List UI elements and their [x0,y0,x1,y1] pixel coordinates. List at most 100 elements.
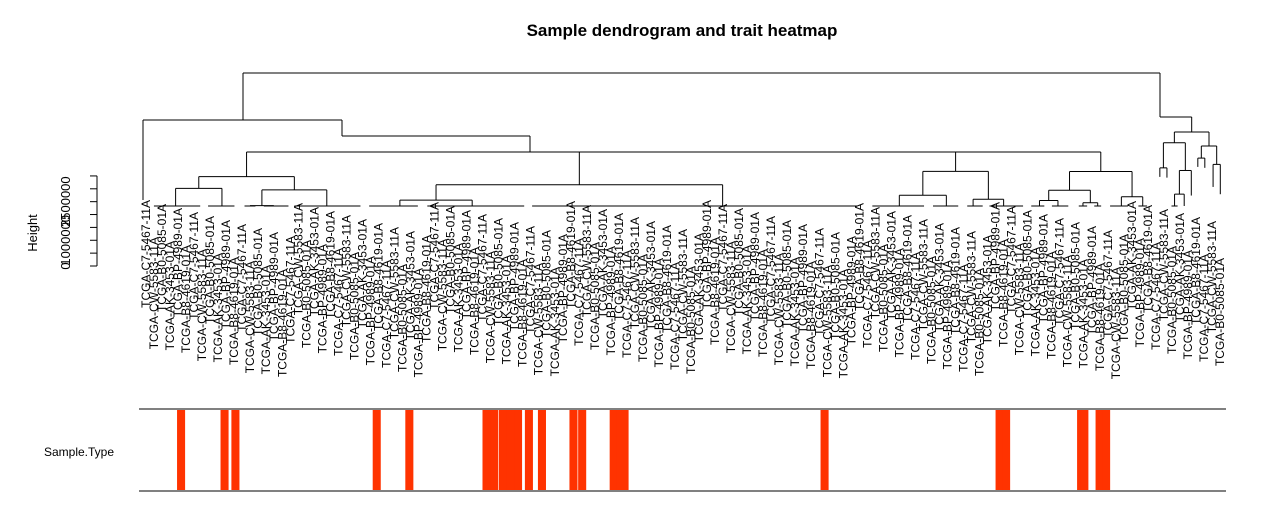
leaf-label: TCGA-CW-5583-11A [243,261,257,373]
heatmap-cell-normal [620,410,629,490]
leaf-label: TCGA-CW-5583-11A [628,217,642,329]
leaf-labels: TCGA-C7-5467-11ATCGA-CW-5583-11ATCGA-B0-… [139,200,1227,379]
leaf-label: TCGA-B8-4619-01A [564,201,578,309]
leaf-label: TCGA-B0-5085-01A [780,220,794,328]
heatmap-cell-normal [578,410,587,490]
leaf-label: TCGA-AK-3453-01A [355,219,369,328]
leaf-label: TCGA-AK-3453-01A [1077,259,1091,368]
leaf-label: TCGA-B0-5085-01A [299,240,313,348]
leaf-label: TCGA-CW-5583-11A [1109,267,1123,379]
leaf-label: TCGA-C7-5467-11A [908,252,922,360]
heatmap-cell-normal [509,410,518,490]
leaf-label: TCGA-CW-5583-11A [147,237,161,349]
heatmap-cell-normal [482,410,491,490]
leaf-label: TCGA-AK-3453-01A [644,221,658,330]
leaf-label: TCGA-C7-5467-11A [331,248,345,356]
leaf-label: TCGA-CW-5583-11A [868,207,882,319]
leaf-label: TCGA-B8-4619-01A [756,249,770,357]
heatmap-cell-normal [405,410,414,490]
leaf-label: TCGA-B8-4619-01A [1045,251,1059,359]
leaf-label: TCGA-B0-5085-01A [203,216,217,324]
heatmap-cell-normal [569,410,578,490]
leaf-label: TCGA-CW-5583-11A [291,203,305,315]
leaf-label: TCGA-C7-5467-11A [283,236,297,344]
heatmap-cell-normal [231,410,240,490]
leaf-label: TCGA-AK-3453-01A [836,269,850,378]
heatmap-cell-normal [220,410,229,490]
leaf-label: TCGA-B8-4619-01A [660,225,674,333]
leaf-label: TCGA-B0-5085-01A [444,206,458,314]
leaf-label: TCGA-CW-5583-11A [676,229,690,341]
leaf-label: TCGA-AK-3453-01A [884,211,898,320]
leaf-label: TCGA-AK-3453-01A [211,253,225,362]
leaf-label: TCGA-AK-3453-01A [740,245,754,354]
leaf-label: TCGA-B0-5085-01A [540,230,554,338]
leaf-label: TCGA-B8-4619-01A [1141,205,1155,313]
leaf-label: TCGA-BP-4989-01A [556,234,570,343]
leaf-label: TCGA-BP-4989-01A [1037,214,1051,323]
leaf-label: TCGA-BP-4989-01A [748,212,762,321]
leaf-label: TCGA-B0-5085-01A [1021,210,1035,318]
leaf-label: TCGA-AK-3453-01A [981,235,995,344]
leaf-label: TCGA-C7-5467-11A [1197,254,1211,362]
leaf-label: TCGA-C7-5467-11A [139,200,153,308]
heatmap-cell-normal [514,410,523,490]
leaf-label: TCGA-B8-4619-01A [804,261,818,369]
leaf-label: TCGA-C7-5467-11A [187,212,201,320]
leaf-label: TCGA-CW-5583-11A [916,219,930,331]
leaf-label: TCGA-B0-5085-01A [1213,258,1227,366]
leaf-label: TCGA-B0-5085-01A [155,204,169,312]
leaf-label: TCGA-CW-5583-11A [820,265,834,377]
leaf-label: TCGA-CW-5583-11A [1157,209,1171,321]
leaf-label: TCGA-AK-3453-01A [259,265,273,374]
heatmap-cell-normal [498,410,507,490]
leaf-label: TCGA-B8-4619-01A [852,203,866,311]
leaf-label: TCGA-BP-4989-01A [219,220,233,329]
leaf-label: TCGA-B8-4619-01A [997,239,1011,347]
leaf-label: TCGA-C7-5467-11A [476,214,490,322]
heatmap-cell-normal [524,410,533,490]
leaf-label: TCGA-C7-5467-11A [668,262,682,370]
leaf-label: TCGA-AK-3453-01A [163,241,177,350]
leaf-label: TCGA-C7-5467-11A [764,216,778,324]
leaf-label: TCGA-B0-5085-01A [347,252,361,360]
leaf-label: TCGA-C7-5467-11A [1149,242,1163,350]
leaf-label: TCGA-C7-5467-11A [572,238,586,346]
leaf-label: TCGA-B0-5085-01A [251,228,265,336]
leaf-label: TCGA-B0-5085-01A [924,256,938,364]
leaf-label: TCGA-AK-3453-01A [307,207,321,316]
leaf-label: TCGA-BP-4989-01A [652,258,666,367]
heatmap-cell-normal [177,410,186,490]
leaf-label: TCGA-C7-5467-11A [235,224,249,332]
leaf-label: TCGA-CW-5583-11A [387,227,401,339]
leaf-label: TCGA-B0-5085-01A [684,266,698,374]
leaf-label: TCGA-AK-3453-01A [692,233,706,342]
leaf-label: TCGA-B0-5085-01A [876,244,890,352]
y-tick-label: 0 [58,262,73,269]
leaf-label: TCGA-C7-5467-11A [1053,218,1067,326]
leaf-label: TCGA-AK-3453-01A [596,209,610,318]
leaf-label: TCGA-BP-4989-01A [892,248,906,357]
leaf-label: TCGA-B8-4619-01A [468,247,482,355]
y-tick-label: 1000000 [58,215,73,266]
leaf-label: TCGA-AK-3453-01A [500,255,514,364]
dendrogram-tree [142,72,1221,207]
leaf-label: TCGA-B8-4619-01A [949,227,963,335]
leaf-label: TCGA-B8-4619-01A [179,245,193,353]
leaf-label: TCGA-BP-4989-01A [1181,250,1195,359]
leaf-label: TCGA-CW-5583-11A [724,241,738,353]
heatmap-cell-normal [1080,410,1089,490]
leaf-label: TCGA-CW-5583-11A [339,215,353,327]
leaf-label: TCGA-C7-5467-11A [957,264,971,372]
leaf-label: TCGA-CW-5583-11A [580,205,594,317]
leaf-label: TCGA-CW-5583-11A [436,239,450,351]
leaf-label: TCGA-B0-5085-01A [588,242,602,350]
leaf-label: TCGA-AK-3453-01A [1125,201,1139,310]
leaf-label: TCGA-AK-3453-01A [788,257,802,366]
leaf-label: TCGA-B8-4619-01A [227,257,241,365]
leaf-label: TCGA-CW-5583-11A [965,231,979,343]
heatmap-cell-normal [616,410,625,490]
leaf-label: TCGA-B0-5085-01A [732,208,746,316]
leaf-label: TCGA-C7-5467-11A [812,228,826,336]
leaf-label: TCGA-CW-5583-11A [772,253,786,365]
